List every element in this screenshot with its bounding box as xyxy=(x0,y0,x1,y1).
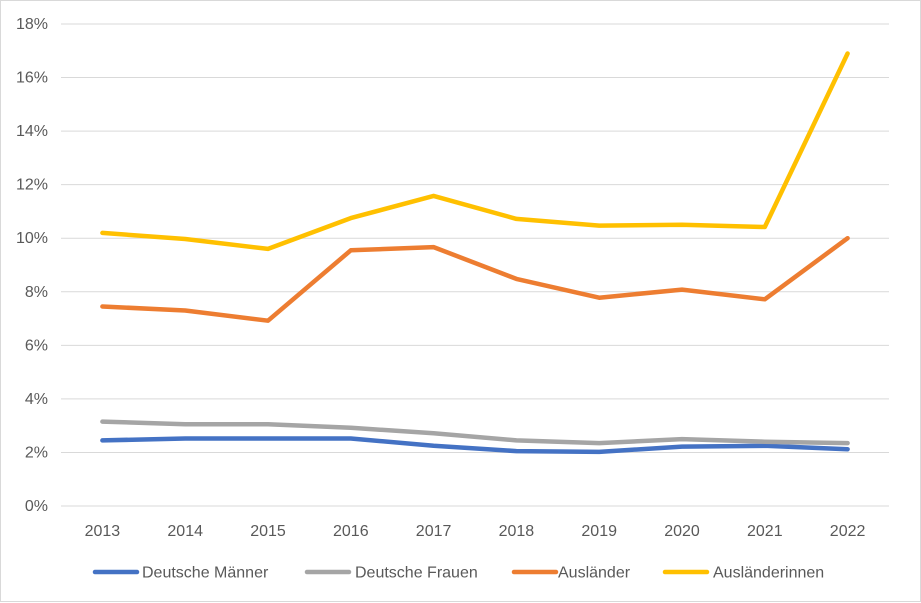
y-tick-label: 10% xyxy=(16,230,48,247)
y-tick-label: 14% xyxy=(16,123,48,140)
legend-label: Ausländerinnen xyxy=(713,565,824,582)
y-tick-label: 6% xyxy=(25,337,48,354)
series-line-1 xyxy=(100,436,850,455)
x-tick-label: 2014 xyxy=(167,523,203,540)
x-tick-label: 2016 xyxy=(333,523,369,540)
series-lines xyxy=(100,51,850,455)
y-axis-ticks: 0% 2% 4% 6% 8% 10% 12% 14% 16% 18% xyxy=(16,16,48,515)
legend-label: Deutsche Frauen xyxy=(355,565,478,582)
legend: Deutsche Männer Deutsche Frauen Ausländer A… xyxy=(92,565,824,582)
x-tick-label: 2020 xyxy=(664,523,700,540)
y-tick-label: 18% xyxy=(16,16,48,33)
x-tick-label: 2018 xyxy=(499,523,535,540)
x-tick-label: 2017 xyxy=(416,523,452,540)
y-tick-label: 12% xyxy=(16,177,48,194)
y-tick-label: 0% xyxy=(25,498,48,515)
x-tick-label: 2021 xyxy=(747,523,783,540)
legend-label: Deutsche Männer xyxy=(142,565,269,582)
x-tick-label: 2022 xyxy=(830,523,866,540)
y-tick-label: 4% xyxy=(25,391,48,408)
y-tick-label: 8% xyxy=(25,284,48,301)
y-tick-label: 16% xyxy=(16,70,48,87)
x-tick-label: 2019 xyxy=(581,523,617,540)
series-line-3 xyxy=(100,235,850,323)
x-tick-label: 2013 xyxy=(85,523,121,540)
gridlines xyxy=(61,23,889,507)
x-tick-label: 2015 xyxy=(250,523,286,540)
series-line-2 xyxy=(100,419,850,446)
y-tick-label: 2% xyxy=(25,444,48,461)
series-line-4 xyxy=(100,51,850,252)
legend-label: Ausländer xyxy=(558,565,631,582)
x-axis-ticks: 2013 2014 2015 2016 2017 2018 2019 2020 2021 2022 xyxy=(85,523,866,540)
